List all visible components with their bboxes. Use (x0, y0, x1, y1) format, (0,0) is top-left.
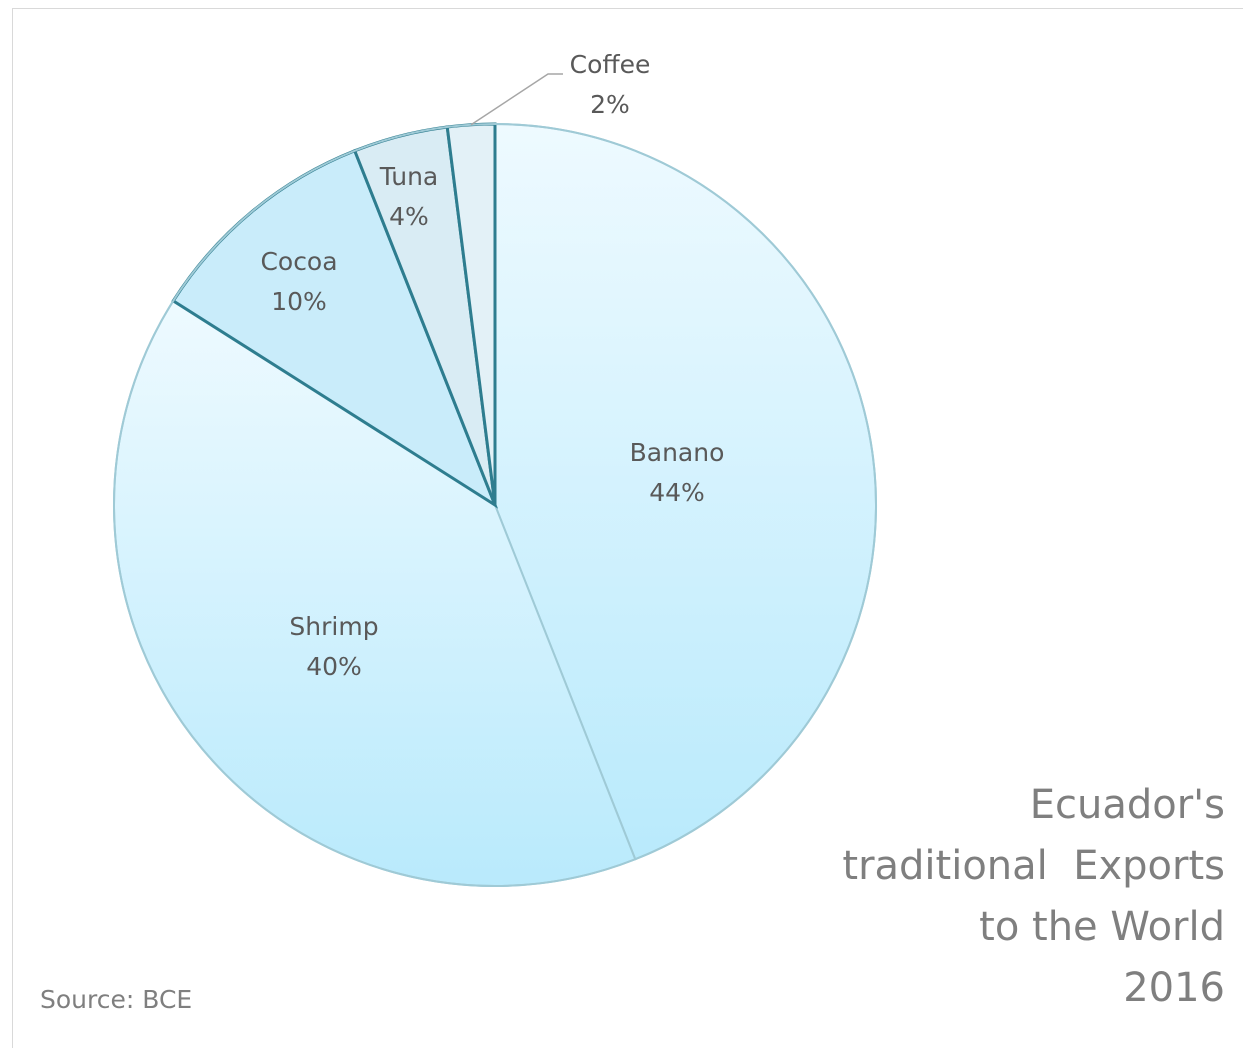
slice-label-coffee: Coffee (570, 50, 651, 79)
coffee-leader-line (471, 74, 563, 125)
chart-title: Ecuador's traditional Exports to the Wor… (842, 775, 1225, 1019)
slice-value-coffee: 2% (590, 90, 630, 119)
slice-label-shrimp: Shrimp (289, 612, 378, 641)
slice-value-cocoa: 10% (271, 287, 327, 316)
title-line-4: 2016 (842, 958, 1225, 1019)
slice-label-tuna: Tuna (379, 162, 438, 191)
title-line-3: to the World (842, 897, 1225, 958)
slice-value-tuna: 4% (389, 202, 429, 231)
slice-value-banano: 44% (649, 478, 705, 507)
pie-slices (114, 124, 876, 886)
slice-label-banano: Banano (630, 438, 725, 467)
slice-label-cocoa: Cocoa (260, 247, 337, 276)
source-note: Source: BCE (40, 985, 192, 1014)
title-line-2: traditional Exports (842, 836, 1225, 897)
slice-value-shrimp: 40% (306, 652, 362, 681)
title-line-1: Ecuador's (842, 775, 1225, 836)
